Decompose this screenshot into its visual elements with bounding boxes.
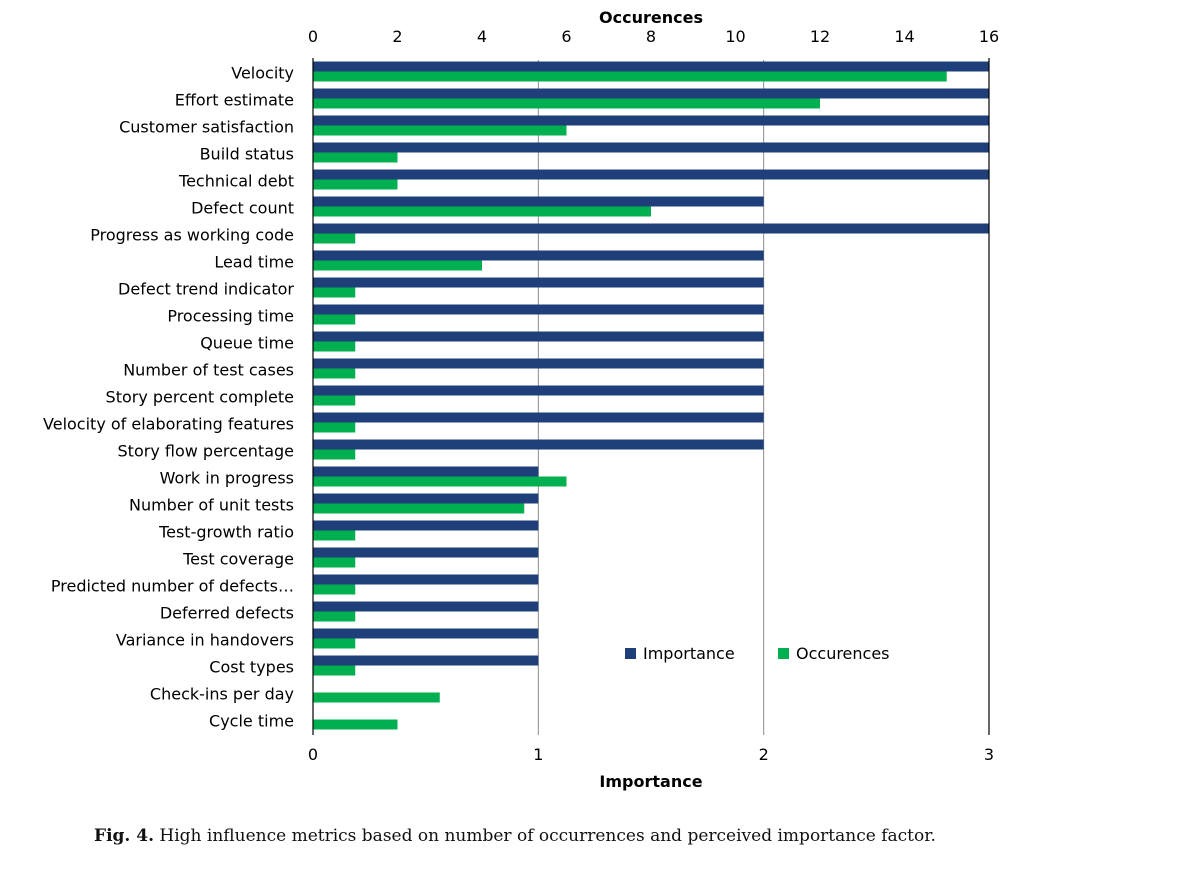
bar-occurences-11 [313, 368, 356, 379]
bar-occurences-24 [313, 719, 398, 730]
bar-importance-13 [313, 412, 764, 423]
bar-importance-21 [313, 628, 539, 639]
bottom-tick-label-3: 3 [984, 745, 994, 764]
top-axis-title: Occurences [599, 8, 703, 27]
bar-occurences-21 [313, 638, 356, 649]
category-label-15: Work in progress [160, 469, 294, 488]
category-label-2: Customer satisfaction [119, 118, 294, 137]
bar-occurences-23 [313, 692, 440, 703]
figure-caption-label: Fig. 4. [94, 826, 154, 846]
top-tick-label-7: 14 [894, 27, 914, 46]
category-label-4: Technical debt [178, 172, 294, 191]
top-tick-label-3: 6 [561, 27, 571, 46]
category-label-17: Test-growth ratio [158, 523, 294, 542]
top-tick-label-4: 8 [646, 27, 656, 46]
bar-occurences-2 [313, 125, 567, 136]
legend-label-occurences: Occurences [796, 644, 890, 663]
bar-importance-6 [313, 223, 989, 234]
bar-importance-9 [313, 304, 764, 315]
bar-importance-11 [313, 358, 764, 369]
bottom-axis-title: Importance [599, 772, 702, 791]
category-label-10: Queue time [200, 334, 294, 353]
bar-importance-3 [313, 142, 989, 153]
category-label-22: Cost types [209, 658, 294, 677]
bar-occurences-0 [313, 71, 947, 82]
top-tick-label-1: 2 [392, 27, 402, 46]
bar-occurences-8 [313, 287, 356, 298]
category-label-19: Predicted number of defects… [51, 577, 294, 596]
bar-occurences-6 [313, 233, 356, 244]
category-label-20: Deferred defects [160, 604, 294, 623]
bar-occurences-18 [313, 557, 356, 568]
bar-importance-18 [313, 547, 539, 558]
figure-caption-text: High influence metrics based on number o… [159, 826, 936, 846]
category-label-16: Number of unit tests [129, 496, 294, 515]
bottom-tick-label-2: 2 [759, 745, 769, 764]
bar-importance-17 [313, 520, 539, 531]
bar-importance-16 [313, 493, 539, 504]
bar-occurences-15 [313, 476, 567, 487]
category-label-13: Velocity of elaborating features [43, 415, 294, 434]
category-label-7: Lead time [214, 253, 294, 272]
bar-importance-7 [313, 250, 764, 261]
bar-occurences-7 [313, 260, 482, 271]
category-label-21: Variance in handovers [116, 631, 294, 650]
bar-importance-19 [313, 574, 539, 585]
bar-importance-0 [313, 61, 989, 72]
legend-label-importance: Importance [643, 644, 735, 663]
bottom-tick-label-1: 1 [533, 745, 543, 764]
top-tick-label-6: 12 [810, 27, 830, 46]
bar-importance-10 [313, 331, 764, 342]
top-tick-label-5: 10 [725, 27, 745, 46]
bar-occurences-5 [313, 206, 651, 217]
top-tick-label-8: 16 [979, 27, 999, 46]
bar-occurences-16 [313, 503, 525, 514]
figure-caption: Fig. 4. High influence metrics based on … [94, 826, 936, 846]
category-label-8: Defect trend indicator [118, 280, 294, 299]
bar-occurences-4 [313, 179, 398, 190]
bar-importance-4 [313, 169, 989, 180]
bar-importance-8 [313, 277, 764, 288]
bar-occurences-12 [313, 395, 356, 406]
category-label-18: Test coverage [182, 550, 294, 569]
category-label-3: Build status [200, 145, 294, 164]
category-label-23: Check-ins per day [150, 685, 294, 704]
bar-importance-14 [313, 439, 764, 450]
bar-importance-15 [313, 466, 539, 477]
category-label-0: Velocity [231, 64, 294, 83]
bar-importance-5 [313, 196, 764, 207]
bar-occurences-13 [313, 422, 356, 433]
bar-occurences-19 [313, 584, 356, 595]
category-label-5: Defect count [191, 199, 294, 218]
bar-occurences-10 [313, 341, 356, 352]
legend-swatch-importance [625, 648, 636, 659]
bar-occurences-1 [313, 98, 820, 109]
category-label-6: Progress as working code [90, 226, 294, 245]
chart-svg: Velocity Effort estimate Customer satisfac… [43, 8, 999, 791]
bar-occurences-20 [313, 611, 356, 622]
bar-importance-22 [313, 655, 539, 666]
category-label-9: Processing time [167, 307, 294, 326]
top-tick-label-0: 0 [308, 27, 318, 46]
bottom-tick-label-0: 0 [308, 745, 318, 764]
top-tick-label-2: 4 [477, 27, 487, 46]
category-label-12: Story percent complete [106, 388, 294, 407]
chart: Velocity Effort estimate Customer satisfac… [43, 8, 999, 791]
bar-importance-20 [313, 601, 539, 612]
bar-importance-1 [313, 88, 989, 99]
bar-importance-12 [313, 385, 764, 396]
bar-occurences-3 [313, 152, 398, 163]
bar-occurences-22 [313, 665, 356, 676]
category-label-1: Effort estimate [175, 91, 294, 110]
category-label-14: Story flow percentage [118, 442, 294, 461]
bar-occurences-9 [313, 314, 356, 325]
category-label-11: Number of test cases [123, 361, 294, 380]
bar-importance-2 [313, 115, 989, 126]
bar-occurences-14 [313, 449, 356, 460]
category-label-24: Cycle time [209, 712, 294, 731]
legend-swatch-occurences [778, 648, 789, 659]
bar-occurences-17 [313, 530, 356, 541]
